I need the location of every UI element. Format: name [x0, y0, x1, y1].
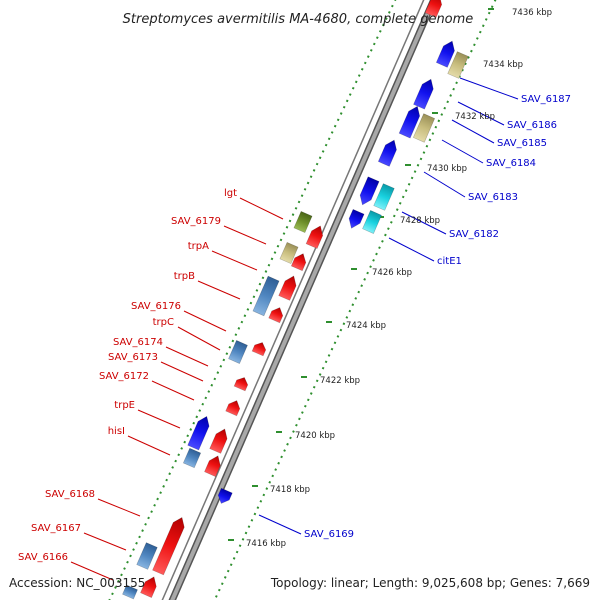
gene-label-hisi[interactable]: hisI — [108, 426, 125, 437]
gene-sav-6184a[interactable] — [398, 104, 423, 139]
scale-label-7436: 7436 kbp — [512, 8, 552, 18]
gene-label-sav-6179[interactable]: SAV_6179 — [171, 216, 221, 227]
gene-sav-6173[interactable] — [233, 375, 250, 392]
gene-label-sav-6185[interactable]: SAV_6185 — [497, 138, 547, 149]
leader-line — [451, 119, 495, 144]
gene-label-sav-6182[interactable]: SAV_6182 — [449, 229, 499, 240]
leader-line — [177, 326, 221, 351]
leader-line — [258, 514, 302, 535]
scale-label-7434: 7434 kbp — [483, 60, 523, 70]
leader-line — [457, 101, 505, 126]
gene-sav-6183[interactable] — [377, 138, 399, 167]
leader-line — [127, 435, 171, 456]
leader-line — [97, 498, 141, 517]
gene-label-trpc[interactable]: trpC — [153, 317, 174, 328]
leader-line — [83, 532, 127, 551]
scale-label-7422: 7422 kbp — [320, 376, 360, 386]
scale-label-7418: 7418 kbp — [270, 485, 310, 495]
label-leader-lines — [70, 77, 519, 581]
gene-label-sav-6173[interactable]: SAV_6173 — [108, 352, 158, 363]
leader-line — [211, 250, 258, 271]
scale-label-7430: 7430 kbp — [427, 164, 467, 174]
leader-line — [160, 361, 204, 382]
gene-trpa[interactable] — [279, 241, 299, 265]
gene-trpb[interactable] — [252, 275, 280, 317]
gene-trpb-red[interactable] — [278, 274, 300, 301]
leader-line — [137, 409, 181, 429]
leader-line — [151, 380, 195, 401]
gene-trpe[interactable] — [187, 414, 213, 451]
topology-text: Topology: linear; Length: 9,025,608 bp; … — [270, 576, 590, 590]
gene-hisi-red[interactable] — [204, 453, 224, 477]
gene-sav-6172[interactable] — [225, 398, 243, 417]
accession-text: Accession: NC_003155 — [9, 576, 145, 590]
scale-ticks — [228, 8, 494, 541]
gene-sav-6167[interactable] — [136, 542, 158, 570]
scale-label-7424: 7424 kbp — [346, 321, 386, 331]
gene-label-sav-6172[interactable]: SAV_6172 — [99, 371, 149, 382]
leader-line — [423, 171, 466, 198]
gene-label-trpe[interactable]: trpE — [114, 400, 135, 411]
gene-label-cite1[interactable]: citE1 — [437, 256, 462, 267]
gene-label-sav-6183[interactable]: SAV_6183 — [468, 192, 518, 203]
gene-label-sav-6169[interactable]: SAV_6169 — [304, 529, 354, 540]
scale-label-7420: 7420 kbp — [295, 431, 335, 441]
scale-label-7416: 7416 kbp — [246, 539, 286, 549]
gene-cite1a[interactable] — [373, 183, 395, 211]
genome-title: Streptomyces avermitilis MA-4680, comple… — [123, 12, 474, 27]
gene-trpa-red[interactable] — [290, 251, 308, 272]
gene-label-sav-6187[interactable]: SAV_6187 — [521, 94, 571, 105]
gene-sav-6186[interactable] — [447, 51, 469, 79]
gene-sav-6182a[interactable] — [357, 176, 380, 207]
leader-line — [223, 225, 267, 245]
gene-label-sav-6184[interactable]: SAV_6184 — [486, 158, 536, 169]
feature-track-lines — [108, 0, 497, 600]
gene-trpe-red[interactable] — [209, 427, 231, 454]
gene-label-trpb[interactable]: trpB — [174, 271, 195, 282]
leader-line — [401, 211, 447, 235]
gene-sav-6179[interactable] — [305, 224, 326, 249]
gene-top-red[interactable] — [424, 0, 445, 18]
gene-label-trpa[interactable]: trpA — [188, 241, 209, 252]
gene-sav-6185[interactable] — [413, 77, 437, 110]
gene-sav-6168[interactable] — [152, 515, 188, 576]
gene-features — [122, 0, 469, 600]
leader-line — [165, 346, 209, 367]
gene-sav-6184b[interactable] — [412, 113, 436, 143]
leader-line — [197, 280, 241, 300]
leader-line — [70, 561, 114, 581]
gene-trpc[interactable] — [251, 340, 268, 357]
genome-backbone — [161, 0, 438, 600]
gene-sav-6166[interactable] — [140, 574, 160, 598]
gene-label-sav-6168[interactable]: SAV_6168 — [45, 489, 95, 500]
scale-label-7428: 7428 kbp — [400, 216, 440, 226]
leader-line — [239, 197, 284, 220]
leader-line — [183, 310, 227, 332]
leader-line — [388, 237, 435, 262]
gene-sav-6174[interactable] — [228, 340, 248, 364]
gene-label-lgt[interactable]: lgt — [224, 188, 237, 199]
gene-hisi[interactable] — [182, 447, 202, 469]
gene-label-sav-6167[interactable]: SAV_6167 — [31, 523, 81, 534]
gene-lgt[interactable] — [293, 210, 313, 234]
gene-label-sav-6166[interactable]: SAV_6166 — [18, 552, 68, 563]
gene-sav-6182b[interactable] — [346, 208, 365, 230]
gene-sav-6169[interactable] — [216, 487, 233, 506]
gene-sav-6187[interactable] — [435, 39, 457, 68]
gene-label-sav-6186[interactable]: SAV_6186 — [507, 120, 557, 131]
gene-bottom-steel[interactable] — [122, 584, 138, 600]
leader-line — [459, 77, 519, 100]
scale-label-7432: 7432 kbp — [455, 112, 495, 122]
gene-sav-6176[interactable] — [268, 305, 286, 324]
gene-label-sav-6176[interactable]: SAV_6176 — [131, 301, 181, 312]
gene-cite1b[interactable] — [362, 210, 382, 234]
leader-line — [441, 139, 484, 164]
scale-label-7426: 7426 kbp — [372, 268, 412, 278]
gene-label-sav-6174[interactable]: SAV_6174 — [113, 337, 163, 348]
